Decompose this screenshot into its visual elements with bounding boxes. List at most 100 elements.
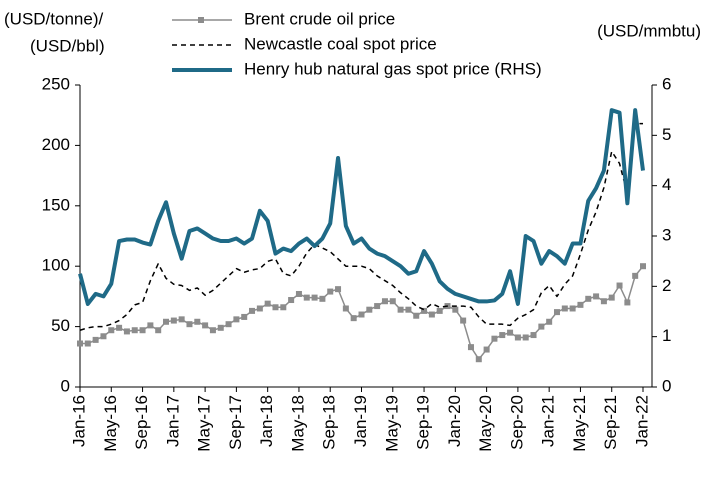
marker (358, 311, 365, 318)
marker (249, 307, 256, 314)
marker (194, 318, 201, 325)
marker (217, 324, 224, 331)
x-tick-label: Jan-17 (163, 395, 182, 447)
marker (155, 327, 162, 334)
marker (327, 288, 334, 295)
marker (256, 305, 263, 312)
x-tick-label: May-16 (101, 395, 120, 452)
y2-tick-label: 0 (662, 376, 671, 395)
marker (632, 272, 639, 279)
marker (319, 295, 326, 302)
marker (186, 321, 193, 328)
x-tick-label: Jan-18 (257, 395, 276, 447)
marker (593, 293, 600, 300)
marker (350, 315, 357, 322)
y-label: (USD/tonne)/ (4, 9, 103, 28)
marker (123, 328, 130, 335)
y2-label: (USD/mmbtu) (597, 21, 701, 40)
marker (178, 316, 185, 323)
x-tick-label: Jan-16 (69, 395, 88, 447)
marker (507, 329, 514, 336)
x-tick-label: Jan-19 (351, 395, 370, 447)
x-tick-label: Jan-20 (445, 395, 464, 447)
x-tick-label: Sep-21 (601, 395, 620, 450)
marker (569, 305, 576, 312)
marker (241, 313, 248, 320)
marker (460, 317, 467, 324)
marker (553, 309, 560, 316)
marker (514, 334, 521, 341)
marker (163, 318, 170, 325)
x-tick-label: May-17 (195, 395, 214, 452)
y2-tick-label: 2 (662, 276, 671, 295)
marker (303, 294, 310, 301)
marker (264, 300, 271, 307)
x-tick-label: Sep-17 (226, 395, 245, 450)
legend-label: Newcastle coal spot price (244, 34, 437, 53)
marker (421, 307, 428, 314)
marker (538, 323, 545, 330)
marker (381, 298, 388, 305)
marker (475, 356, 482, 363)
legend-marker (198, 17, 204, 23)
marker (467, 344, 474, 351)
marker (452, 306, 459, 313)
y2-tick-label: 6 (662, 74, 671, 93)
series-line (79, 122, 643, 331)
marker (530, 332, 537, 339)
x-tick-label: May-19 (382, 395, 401, 452)
y2-tick-label: 1 (662, 326, 671, 345)
marker (233, 316, 240, 323)
marker (608, 294, 615, 301)
marker (374, 303, 381, 310)
marker (483, 346, 490, 353)
x-tick-label: May-20 (476, 395, 495, 452)
marker (397, 306, 404, 313)
x-tick-label: Sep-20 (507, 395, 526, 450)
marker (288, 297, 295, 304)
marker (600, 298, 607, 305)
marker (84, 340, 91, 347)
marker (577, 301, 584, 308)
marker (561, 305, 568, 312)
marker (100, 333, 107, 340)
marker (366, 306, 373, 313)
marker (342, 305, 349, 312)
marker (225, 321, 232, 328)
marker (272, 304, 279, 311)
marker (616, 282, 623, 289)
marker (413, 312, 420, 319)
series-line (78, 108, 645, 306)
x-tick-label: Jan-21 (539, 395, 558, 447)
legend-label: Henry hub natural gas spot price (RHS) (244, 59, 542, 78)
x-tick-label: May-18 (288, 395, 307, 452)
marker (295, 290, 302, 297)
marker (311, 294, 318, 301)
y-tick-label: 0 (61, 376, 70, 395)
marker (209, 327, 216, 334)
marker (202, 322, 209, 329)
marker (546, 318, 553, 325)
marker (499, 332, 506, 339)
marker (139, 327, 146, 334)
marker (108, 327, 115, 334)
y2-tick-label: 4 (662, 175, 671, 194)
y-label: (USD/bbl) (30, 36, 105, 55)
marker (116, 324, 123, 331)
y-tick-label: 50 (51, 316, 70, 335)
marker (280, 304, 287, 311)
y-tick-label: 150 (42, 195, 70, 214)
marker (585, 295, 592, 302)
marker (92, 336, 99, 343)
marker (624, 299, 631, 306)
y2-tick-label: 3 (662, 225, 671, 244)
x-tick-label: Sep-16 (132, 395, 151, 450)
y-tick-label: 250 (42, 74, 70, 93)
marker (640, 263, 646, 270)
marker (436, 307, 443, 314)
legend-label: Brent crude oil price (244, 9, 395, 28)
x-tick-label: May-21 (570, 395, 589, 452)
x-tick-label: Jan-22 (632, 395, 651, 447)
marker (147, 322, 154, 329)
